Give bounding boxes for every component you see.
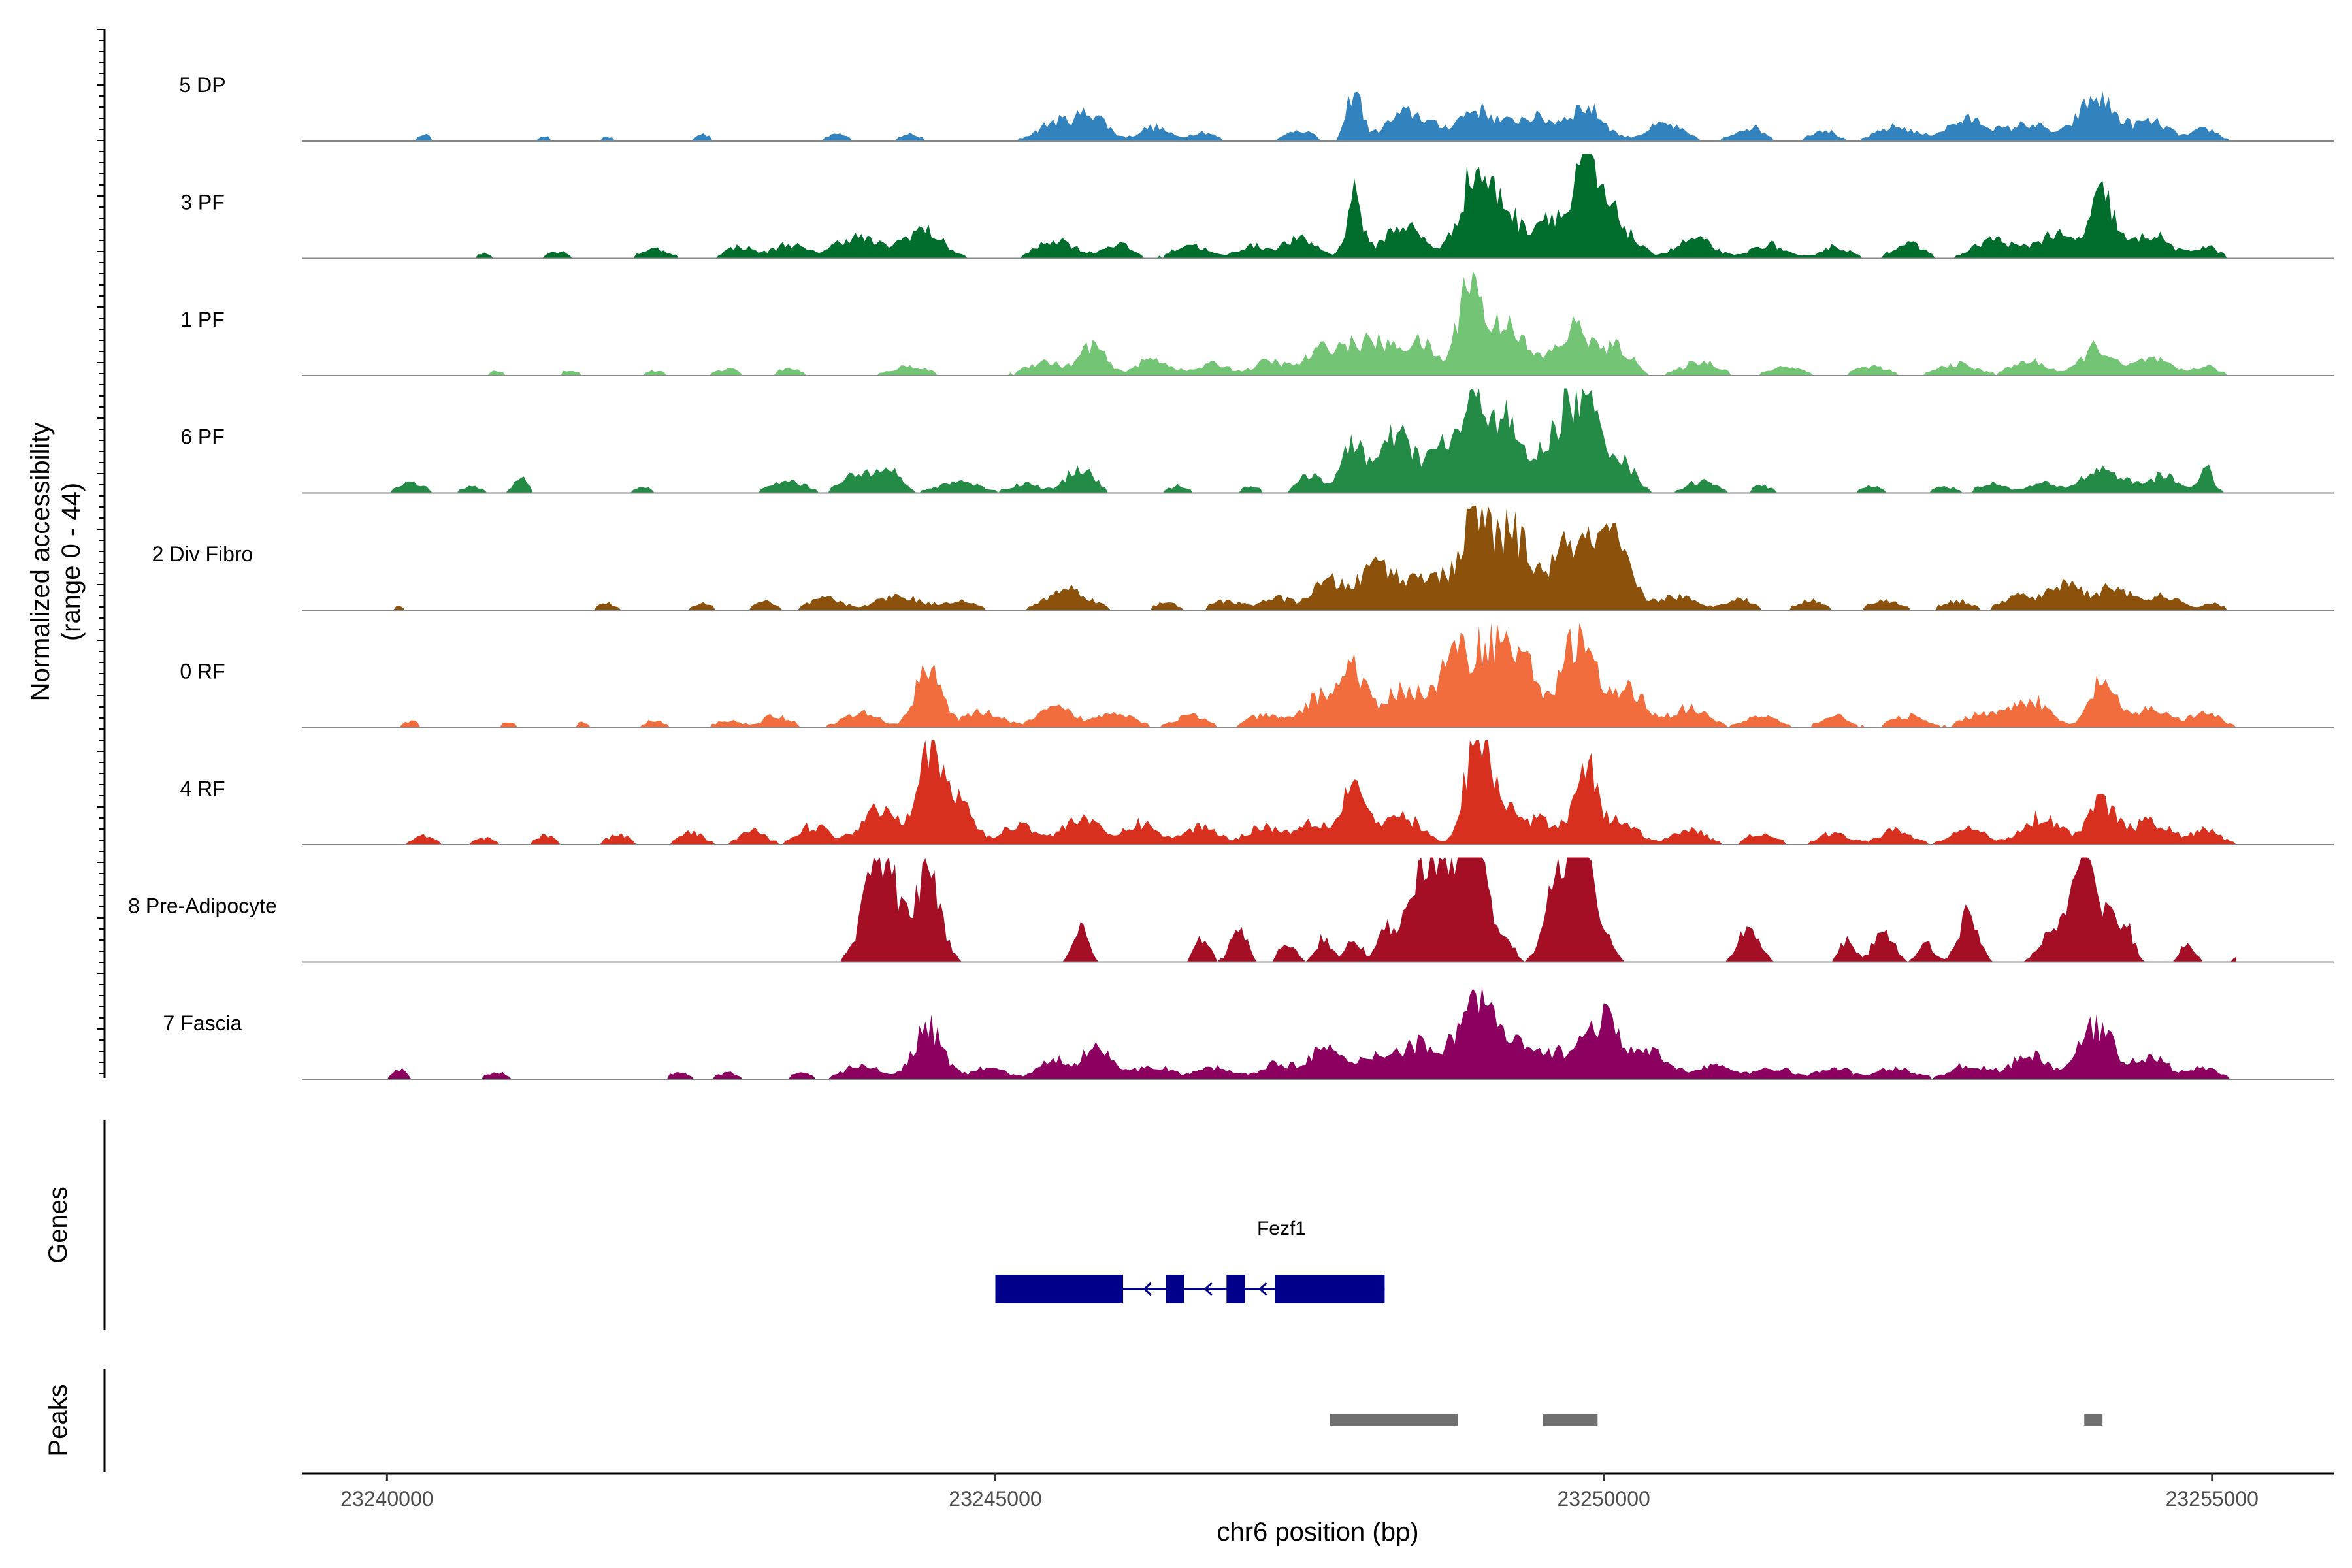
coverage-area — [387, 91, 2237, 141]
track-label: 1 PF — [180, 308, 225, 331]
genes-title: Genes — [44, 1186, 73, 1264]
coverage-area — [387, 388, 2237, 493]
track-4-rf: 4 RF — [180, 740, 2334, 845]
coverage-area — [387, 506, 2237, 610]
strand-arrow — [1143, 1282, 1152, 1296]
coverage-y-ticks — [97, 29, 105, 1074]
track-label: 3 PF — [180, 191, 225, 214]
peak-region — [2084, 1414, 2103, 1426]
coverage-area — [387, 857, 2237, 962]
strand-arrow — [1258, 1282, 1267, 1296]
y-axis-title-line2: (range 0 - 44) — [57, 483, 86, 641]
x-tick-label: 23240000 — [340, 1487, 433, 1511]
track-label: 5 DP — [179, 73, 225, 97]
track-8-pre-adipocyte: 8 Pre-Adipocyte — [128, 857, 2334, 963]
gene-exon — [1275, 1275, 1385, 1303]
peak-region — [1330, 1414, 1458, 1426]
coverage-area — [387, 987, 2237, 1079]
genes-track: Fezf1 — [995, 1218, 1385, 1303]
track-label: 4 RF — [180, 777, 225, 800]
track-2-div-fibro: 2 Div Fibro — [152, 506, 2334, 611]
gene-exon — [1166, 1275, 1184, 1303]
peaks-track — [1330, 1414, 2103, 1426]
x-tick-label: 23245000 — [949, 1487, 1041, 1511]
gene-label: Fezf1 — [1257, 1218, 1306, 1239]
track-label: 2 Div Fibro — [152, 542, 253, 566]
coverage-area — [387, 740, 2237, 845]
track-label: 6 PF — [180, 425, 225, 449]
track-0-rf: 0 RF — [180, 623, 2334, 728]
x-axis-title: chr6 position (bp) — [1217, 1518, 1418, 1546]
track-label: 0 RF — [180, 660, 225, 683]
track-label: 7 Fascia — [163, 1011, 242, 1035]
track-3-pf: 3 PF — [180, 154, 2334, 259]
y-axis-title-line1: Normalized accessibility — [26, 423, 55, 702]
strand-arrow — [1203, 1282, 1213, 1296]
gene-exon — [995, 1275, 1124, 1303]
coverage-area — [387, 271, 2237, 376]
track-label: 8 Pre-Adipocyte — [128, 894, 277, 918]
x-axis-ticks: 23240000 23245000 23250000 23255000 — [340, 1473, 2259, 1511]
x-tick-label: 23255000 — [2166, 1487, 2259, 1511]
peaks-title: Peaks — [44, 1384, 73, 1456]
coverage-area — [387, 154, 2237, 259]
track-5-dp: 5 DP — [179, 73, 2334, 142]
gene-exon — [1226, 1275, 1245, 1303]
track-7-fascia: 7 Fascia — [163, 987, 2334, 1080]
x-tick-label: 23250000 — [1557, 1487, 1650, 1511]
coverage-tracks: 5 DP 3 PF 1 PF 6 PF 2 Div Fibro 0 RF 4 RF 8 Pre… — [128, 73, 2334, 1080]
peak-region — [1543, 1414, 1598, 1426]
track-6-pf: 6 PF — [180, 388, 2334, 494]
track-1-pf: 1 PF — [180, 271, 2334, 376]
coverage-area — [387, 623, 2237, 728]
